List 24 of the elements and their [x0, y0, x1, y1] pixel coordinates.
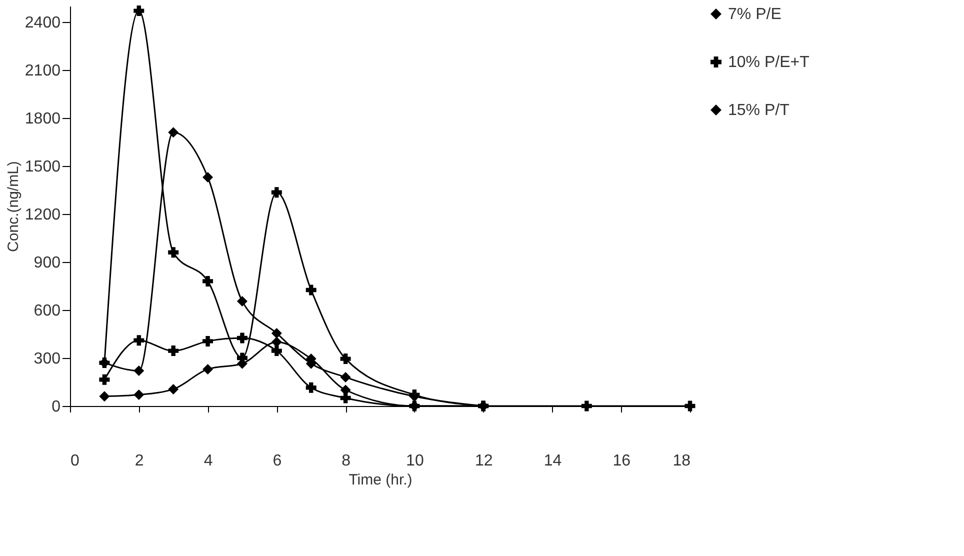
y-axis-title: Conc.(ng/mL)	[4, 161, 22, 252]
y-tick-label: 1800	[24, 110, 61, 128]
legend-label: 15% P/T	[728, 102, 790, 119]
x-tick-label: 8	[342, 452, 351, 470]
x-tick-label: 12	[474, 452, 493, 470]
x-tick-label: 14	[544, 452, 562, 470]
legend-label: 7% P/E	[728, 6, 782, 23]
x-axis-title: Time (hr.)	[348, 472, 412, 488]
y-tick-label: 1200	[24, 206, 61, 224]
x-tick-label: 0	[70, 452, 80, 470]
y-tick-label: 2400	[24, 14, 61, 32]
x-tick-label: 6	[272, 452, 282, 470]
y-tick-label: 900	[34, 254, 61, 272]
y-tick-label: 0	[52, 398, 61, 416]
legend-label: 10% P/E+T	[728, 54, 810, 71]
y-tick-label: 600	[34, 302, 61, 320]
x-tick-label: 18	[672, 452, 691, 470]
x-tick-label: 2	[134, 452, 144, 470]
y-tick-label: 2100	[24, 62, 61, 80]
x-tick-label: 4	[204, 452, 213, 470]
y-tick-label: 300	[34, 350, 61, 368]
y-tick-label: 1500	[24, 158, 61, 176]
x-tick-label: 16	[612, 452, 631, 470]
x-tick-label: 10	[406, 452, 424, 470]
